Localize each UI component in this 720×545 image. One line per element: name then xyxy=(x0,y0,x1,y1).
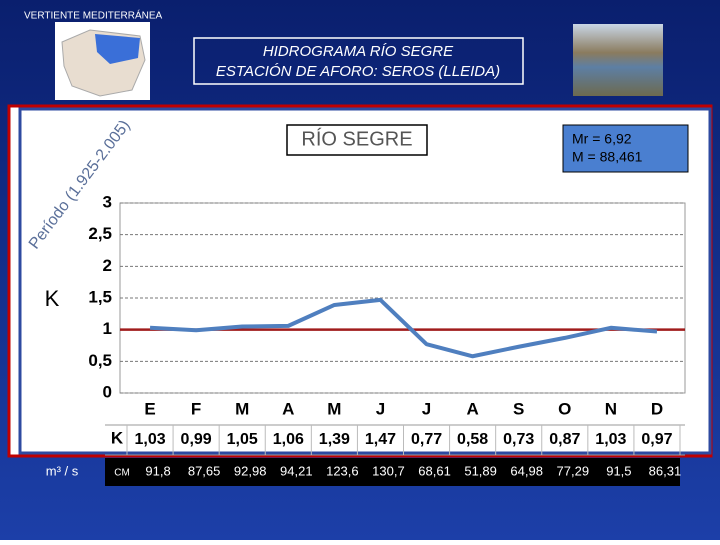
x-tick-label: A xyxy=(466,399,478,418)
table-value: 1,03 xyxy=(595,431,626,448)
map-basin xyxy=(95,34,140,64)
k-line xyxy=(149,297,658,359)
stats-box xyxy=(562,124,689,173)
flow-value: 91,8 xyxy=(145,463,170,478)
y-tick-label: 0,5 xyxy=(88,351,112,370)
table-value: 0,99 xyxy=(181,431,212,448)
y-tick-label: 3 xyxy=(103,192,112,211)
x-tick-label: J xyxy=(422,399,431,418)
y-tick-label: 1 xyxy=(103,319,112,338)
table-value: 1,39 xyxy=(319,431,350,448)
x-tick-label: J xyxy=(376,399,385,418)
y-tick-label: 2 xyxy=(103,256,112,275)
table-value: 0,87 xyxy=(549,431,580,448)
y-tick-label: 1,5 xyxy=(88,287,112,306)
table-value: 1,05 xyxy=(227,431,258,448)
x-tick-label: O xyxy=(558,399,571,418)
y-axis-label: K xyxy=(45,286,60,311)
table-value: 0,77 xyxy=(411,431,442,448)
table-value: 0,73 xyxy=(503,431,534,448)
x-tick-label: N xyxy=(605,399,617,418)
stat: M = 88,461 xyxy=(572,149,643,165)
table-value: 0,58 xyxy=(457,431,488,448)
flow-value: 92,98 xyxy=(234,463,267,478)
table-row-label: K xyxy=(111,428,124,447)
chart-title: RÍO SEGRE xyxy=(301,127,412,150)
y-tick-label: 2,5 xyxy=(88,224,112,243)
flow-value: 64,98 xyxy=(510,463,543,478)
flow-value: 68,61 xyxy=(418,463,451,478)
flow-value: 77,29 xyxy=(557,463,590,478)
chart-panel-inner xyxy=(18,107,712,455)
title-box xyxy=(193,37,524,85)
chart-title-box xyxy=(286,124,428,156)
table-value: 1,47 xyxy=(365,431,396,448)
flow-value: 130,7 xyxy=(372,463,405,478)
flow-value: 86,31 xyxy=(649,463,682,478)
x-tick-label: F xyxy=(191,399,201,418)
flow-value: 87,65 xyxy=(188,463,221,478)
x-tick-label: A xyxy=(282,399,294,418)
flow-unit: CM xyxy=(114,468,130,479)
table-value: 1,06 xyxy=(273,431,304,448)
stat: Mr = 6,92 xyxy=(572,131,632,147)
title-line: HIDROGRAMA RÍO SEGRE xyxy=(263,43,454,60)
flow-value: 94,21 xyxy=(280,463,313,478)
flow-strip xyxy=(105,458,680,486)
x-tick-label: E xyxy=(144,399,155,418)
chart-layer: 0 0,5 1 1,5 2 2,5 3 E F M A M J J A S O N D K 1,03 0,99 1,05 1,… xyxy=(46,192,685,479)
flow-value: 123,6 xyxy=(326,463,359,478)
table-value: 0,97 xyxy=(641,431,672,448)
y-tick-label: 0 xyxy=(103,382,112,401)
title-line: ESTACIÓN DE AFORO: SEROS (LLEIDA) xyxy=(216,63,500,80)
river-photo xyxy=(573,24,663,96)
flow-value: 91,5 xyxy=(606,463,631,478)
x-tick-label: D xyxy=(651,399,663,418)
x-tick-label: M xyxy=(327,399,341,418)
table-value: 1,03 xyxy=(134,431,165,448)
flow-value: 51,89 xyxy=(464,463,497,478)
region-label: VERTIENTE MEDITERRÁNEA xyxy=(24,9,162,22)
flow-label: m³ / s xyxy=(46,463,79,478)
x-tick-label: M xyxy=(235,399,249,418)
x-tick-label: S xyxy=(513,399,524,418)
